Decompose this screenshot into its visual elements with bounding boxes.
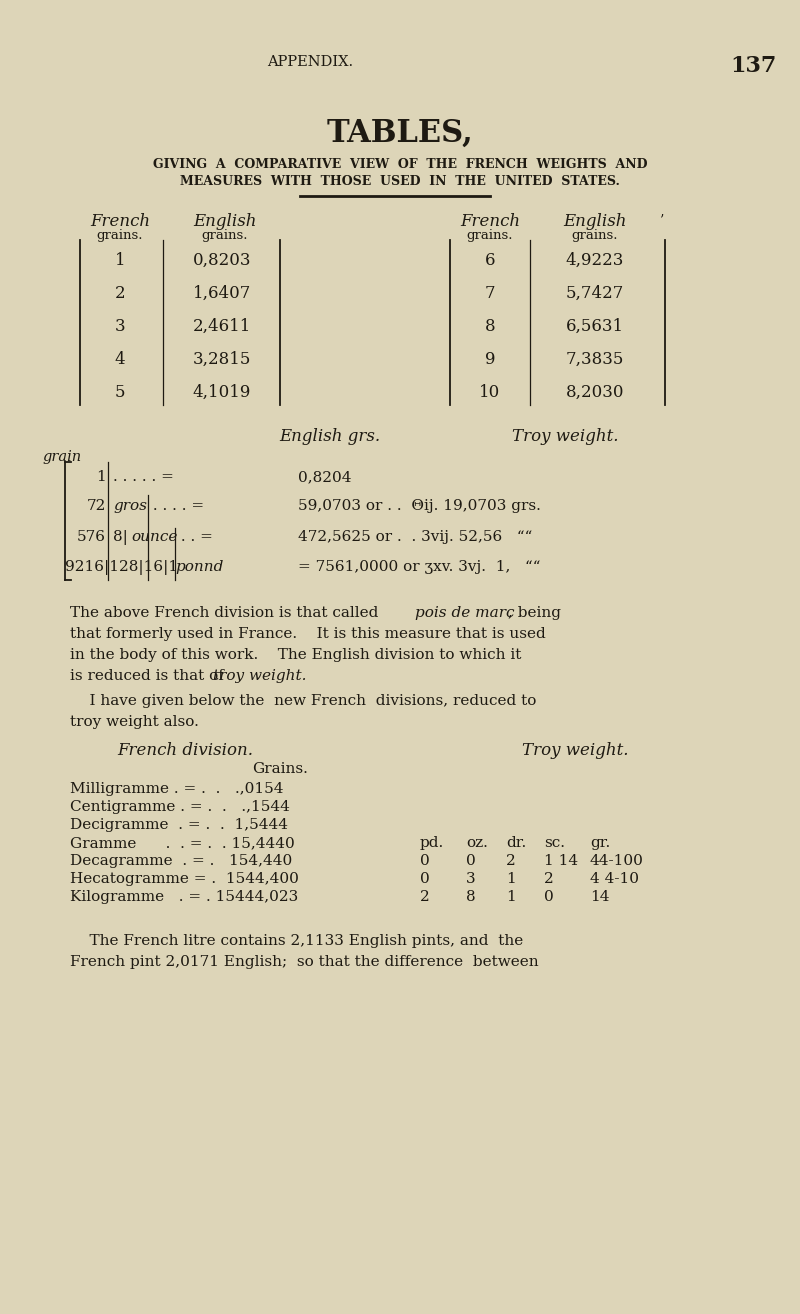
- Text: English: English: [194, 213, 257, 230]
- Text: . . =: . . =: [176, 530, 213, 544]
- Text: 8|: 8|: [113, 530, 128, 545]
- Text: Centigramme . = .  .   .,1544: Centigramme . = . . .,1544: [70, 800, 290, 813]
- Text: 2: 2: [420, 890, 430, 904]
- Text: 9216|128|16|1: 9216|128|16|1: [65, 560, 183, 576]
- Text: 5: 5: [114, 384, 126, 401]
- Text: 9: 9: [485, 351, 495, 368]
- Text: 3,2815: 3,2815: [193, 351, 251, 368]
- Text: TABLES,: TABLES,: [326, 118, 474, 148]
- Text: 1,6407: 1,6407: [193, 285, 251, 302]
- Text: is reduced is that of: is reduced is that of: [70, 669, 229, 683]
- Text: 14: 14: [590, 890, 610, 904]
- Text: 3: 3: [114, 318, 126, 335]
- Text: 4,9223: 4,9223: [566, 252, 624, 269]
- Text: 0,8204: 0,8204: [298, 470, 351, 484]
- Text: English grs.: English grs.: [279, 428, 381, 445]
- Text: APPENDIX.: APPENDIX.: [267, 55, 353, 70]
- Text: grains.: grains.: [572, 229, 618, 242]
- Text: dr.: dr.: [506, 836, 526, 850]
- Text: French: French: [90, 213, 150, 230]
- Text: 5,7427: 5,7427: [566, 285, 624, 302]
- Text: 0,8203: 0,8203: [193, 252, 251, 269]
- Text: 576: 576: [77, 530, 106, 544]
- Text: troy weight also.: troy weight also.: [70, 715, 199, 729]
- Text: grain: grain: [42, 449, 81, 464]
- Text: 4 4-10: 4 4-10: [590, 872, 639, 886]
- Text: ponnd: ponnd: [175, 560, 223, 574]
- Text: 0: 0: [544, 890, 554, 904]
- Text: 1: 1: [114, 252, 126, 269]
- Text: Troy weight.: Troy weight.: [522, 742, 628, 759]
- Text: 0: 0: [420, 854, 430, 869]
- Text: 8: 8: [466, 890, 476, 904]
- Text: 6: 6: [485, 252, 495, 269]
- Text: troy weight.: troy weight.: [213, 669, 306, 683]
- Text: ’: ’: [660, 213, 664, 227]
- Text: Decagramme  . = .   154,440: Decagramme . = . 154,440: [70, 854, 292, 869]
- Text: grains.: grains.: [466, 229, 514, 242]
- Text: . . . . =: . . . . =: [148, 499, 204, 512]
- Text: = 7561,0000 or ʒxv. 3vj.  1,   ““: = 7561,0000 or ʒxv. 3vj. 1, ““: [298, 560, 541, 574]
- Text: 8,2030: 8,2030: [566, 384, 624, 401]
- Text: MEASURES  WITH  THOSE  USED  IN  THE  UNITED  STATES.: MEASURES WITH THOSE USED IN THE UNITED S…: [180, 175, 620, 188]
- Text: 2: 2: [544, 872, 554, 886]
- Text: 72: 72: [86, 499, 106, 512]
- Text: 3: 3: [466, 872, 476, 886]
- Text: 0: 0: [420, 872, 430, 886]
- Text: 44-100: 44-100: [590, 854, 644, 869]
- Text: The above French division is that called: The above French division is that called: [70, 606, 383, 620]
- Text: grains.: grains.: [202, 229, 248, 242]
- Text: . . . . . =: . . . . . =: [113, 470, 174, 484]
- Text: 7,3835: 7,3835: [566, 351, 624, 368]
- Text: gr.: gr.: [590, 836, 610, 850]
- Text: French division.: French division.: [117, 742, 253, 759]
- Text: ounce: ounce: [131, 530, 178, 544]
- Text: 1: 1: [506, 872, 516, 886]
- Text: 4,1019: 4,1019: [193, 384, 251, 401]
- Text: 1 14: 1 14: [544, 854, 578, 869]
- Text: 4: 4: [114, 351, 126, 368]
- Text: French pint 2,0171 English;  so that the difference  between: French pint 2,0171 English; so that the …: [70, 955, 538, 968]
- Text: Milligramme . = .  .   .,0154: Milligramme . = . . .,0154: [70, 782, 283, 796]
- Text: Gramme      .  . = .  . 15,4440: Gramme . . = . . 15,4440: [70, 836, 294, 850]
- Text: pois de marc: pois de marc: [415, 606, 514, 620]
- Text: Troy weight.: Troy weight.: [512, 428, 618, 445]
- Text: I have given below the  new French  divisions, reduced to: I have given below the new French divisi…: [70, 694, 536, 708]
- Text: gros: gros: [113, 499, 147, 512]
- Text: GIVING  A  COMPARATIVE  VIEW  OF  THE  FRENCH  WEIGHTS  AND: GIVING A COMPARATIVE VIEW OF THE FRENCH …: [153, 158, 647, 171]
- Text: 472,5625 or .  . 3vij. 52,56   ““: 472,5625 or . . 3vij. 52,56 ““: [298, 530, 532, 544]
- Text: The French litre contains 2,1133 English pints, and  the: The French litre contains 2,1133 English…: [70, 934, 523, 947]
- Text: sc.: sc.: [544, 836, 565, 850]
- Text: 2,4611: 2,4611: [193, 318, 251, 335]
- Text: 2: 2: [114, 285, 126, 302]
- Text: English: English: [563, 213, 626, 230]
- Text: 6,5631: 6,5631: [566, 318, 624, 335]
- Text: 8: 8: [485, 318, 495, 335]
- Text: pd.: pd.: [420, 836, 444, 850]
- Text: Grains.: Grains.: [252, 762, 308, 777]
- Text: 7: 7: [485, 285, 495, 302]
- Text: 1: 1: [506, 890, 516, 904]
- Text: Hecatogramme = .  1544,400: Hecatogramme = . 1544,400: [70, 872, 299, 886]
- Text: Kilogramme   . = . 15444,023: Kilogramme . = . 15444,023: [70, 890, 298, 904]
- Text: 0: 0: [466, 854, 476, 869]
- Text: oz.: oz.: [466, 836, 488, 850]
- Text: 2: 2: [506, 854, 516, 869]
- Text: 59,0703 or . .  Θij. 19,0703 grs.: 59,0703 or . . Θij. 19,0703 grs.: [298, 499, 541, 512]
- Text: , being: , being: [508, 606, 561, 620]
- Text: Decigramme  . = .  .  1,5444: Decigramme . = . . 1,5444: [70, 819, 288, 832]
- Text: 1: 1: [96, 470, 106, 484]
- Text: French: French: [460, 213, 520, 230]
- Text: 137: 137: [730, 55, 776, 78]
- Text: in the body of this work.    The English division to which it: in the body of this work. The English di…: [70, 648, 522, 662]
- Text: grains.: grains.: [97, 229, 143, 242]
- Text: that formerly used in France.    It is this measure that is used: that formerly used in France. It is this…: [70, 627, 546, 641]
- Text: 10: 10: [479, 384, 501, 401]
